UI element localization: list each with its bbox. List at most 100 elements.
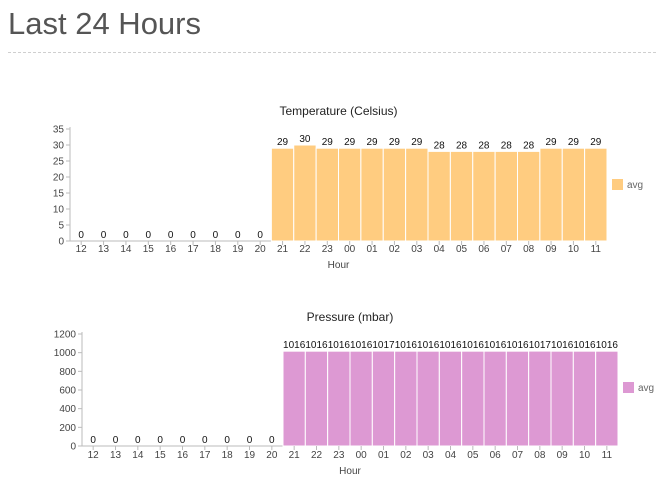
temperature-bar [539, 147, 563, 242]
temperature-data-label: 30 [299, 134, 311, 145]
temperature-y-tick-label: 0 [58, 237, 64, 248]
temperature-x-tick-label: 03 [411, 244, 423, 255]
pressure-bar [327, 350, 351, 447]
temperature-x-tick-label: 00 [344, 244, 356, 255]
pressure-x-tick-label: 02 [400, 450, 412, 461]
temperature-data-label: 0 [257, 230, 263, 241]
pressure-x-axis-label: Hour [339, 466, 361, 477]
pressure-data-label: 1017 [529, 340, 552, 351]
temperature-bar [561, 147, 586, 242]
pressure-data-label: 0 [202, 435, 208, 446]
pressure-data-label: 1016 [328, 340, 351, 351]
temperature-x-axis-label: Hour [328, 260, 350, 271]
pressure-data-label: 1016 [395, 340, 418, 351]
temperature-bar [338, 147, 362, 242]
temperature-chart: Temperature (Celsius)0510152025303501201… [53, 104, 643, 271]
temperature-data-label: 0 [168, 230, 174, 241]
pressure-y-tick-label: 400 [59, 404, 76, 415]
temperature-bar [517, 150, 541, 242]
temperature-data-label: 29 [344, 137, 356, 148]
pressure-x-tick-label: 00 [356, 450, 368, 461]
temperature-bar [270, 147, 295, 242]
temperature-legend-swatch [612, 179, 623, 190]
pressure-x-tick-label: 20 [266, 450, 278, 461]
temperature-data-label: 29 [546, 137, 558, 148]
temperature-bar [405, 147, 429, 242]
pressure-data-label: 0 [269, 435, 275, 446]
pressure-x-tick-label: 10 [579, 450, 591, 461]
temperature-bar [360, 147, 384, 242]
temperature-x-tick-label: 07 [501, 244, 513, 255]
pressure-x-tick-label: 16 [177, 450, 189, 461]
pressure-bar [572, 350, 597, 447]
temperature-data-label: 28 [478, 140, 490, 151]
temperature-bar [449, 150, 474, 242]
temperature-x-tick-label: 11 [591, 244, 602, 255]
pressure-bar [304, 350, 329, 447]
temperature-x-tick-label: 13 [98, 244, 110, 255]
temperature-data-label: 28 [434, 140, 446, 151]
pressure-x-tick-label: 01 [378, 450, 390, 461]
temperature-bar [494, 150, 518, 242]
temperature-data-label: 29 [277, 137, 289, 148]
pressure-data-label: 0 [180, 435, 186, 446]
temperature-chart-title: Temperature (Celsius) [279, 104, 397, 118]
pressure-x-tick-label: 08 [534, 450, 546, 461]
temperature-data-label: 29 [590, 137, 602, 148]
temperature-data-label: 0 [146, 230, 152, 241]
temperature-x-tick-label: 16 [165, 244, 177, 255]
temperature-data-label: 0 [78, 230, 84, 241]
temperature-data-label: 29 [389, 137, 401, 148]
pressure-chart: Pressure (mbar)0200400600800100012000120… [54, 310, 654, 477]
pressure-bar [595, 350, 619, 447]
temperature-x-tick-label: 20 [255, 244, 267, 255]
temperature-x-tick-label: 23 [322, 244, 334, 255]
temperature-y-tick-label: 5 [58, 221, 64, 232]
pressure-x-tick-label: 22 [311, 450, 323, 461]
temperature-y-tick-label: 25 [53, 157, 65, 168]
temperature-y-tick-label: 30 [53, 141, 65, 152]
temperature-bar [315, 147, 339, 242]
page-title: Last 24 Hours [8, 6, 201, 41]
pressure-x-tick-label: 07 [512, 450, 524, 461]
pressure-y-tick-label: 200 [59, 423, 76, 434]
pressure-bar [349, 350, 373, 447]
temperature-data-label: 29 [367, 137, 379, 148]
pressure-x-tick-label: 03 [423, 450, 435, 461]
pressure-y-tick-label: 1000 [54, 348, 77, 359]
pressure-y-tick-label: 1200 [54, 330, 77, 341]
pressure-y-tick-label: 800 [59, 367, 76, 378]
pressure-data-label: 0 [113, 435, 119, 446]
pressure-x-tick-label: 09 [557, 450, 569, 461]
temperature-x-tick-label: 17 [188, 244, 200, 255]
pressure-bar [483, 350, 507, 447]
temperature-data-label: 29 [411, 137, 423, 148]
temperature-data-label: 28 [523, 140, 535, 151]
pressure-data-label: 1016 [305, 340, 328, 351]
pressure-bar [282, 350, 306, 447]
pressure-y-tick-label: 0 [70, 442, 76, 453]
pressure-chart-title: Pressure (mbar) [307, 310, 394, 324]
temperature-legend-label: avg [627, 180, 643, 191]
temperature-x-tick-label: 12 [76, 244, 88, 255]
pressure-x-tick-label: 04 [445, 450, 457, 461]
pressure-legend-label: avg [638, 383, 654, 394]
pressure-data-label: 1016 [596, 340, 619, 351]
pressure-x-tick-label: 18 [222, 450, 234, 461]
temperature-data-label: 28 [456, 140, 468, 151]
temperature-x-tick-label: 04 [434, 244, 446, 255]
temperature-x-tick-label: 18 [210, 244, 222, 255]
temperature-x-tick-label: 10 [568, 244, 580, 255]
pressure-x-tick-label: 06 [490, 450, 502, 461]
pressure-data-label: 1016 [573, 340, 596, 351]
temperature-data-label: 0 [123, 230, 129, 241]
pressure-bar [371, 350, 396, 447]
temperature-data-label: 0 [101, 230, 107, 241]
temperature-x-tick-label: 09 [546, 244, 558, 255]
temperature-bar [293, 144, 317, 242]
temperature-data-label: 0 [190, 230, 196, 241]
pressure-x-tick-label: 21 [289, 450, 301, 461]
pressure-x-tick-label: 19 [244, 450, 256, 461]
pressure-bar [550, 350, 574, 447]
temperature-data-label: 28 [501, 140, 513, 151]
